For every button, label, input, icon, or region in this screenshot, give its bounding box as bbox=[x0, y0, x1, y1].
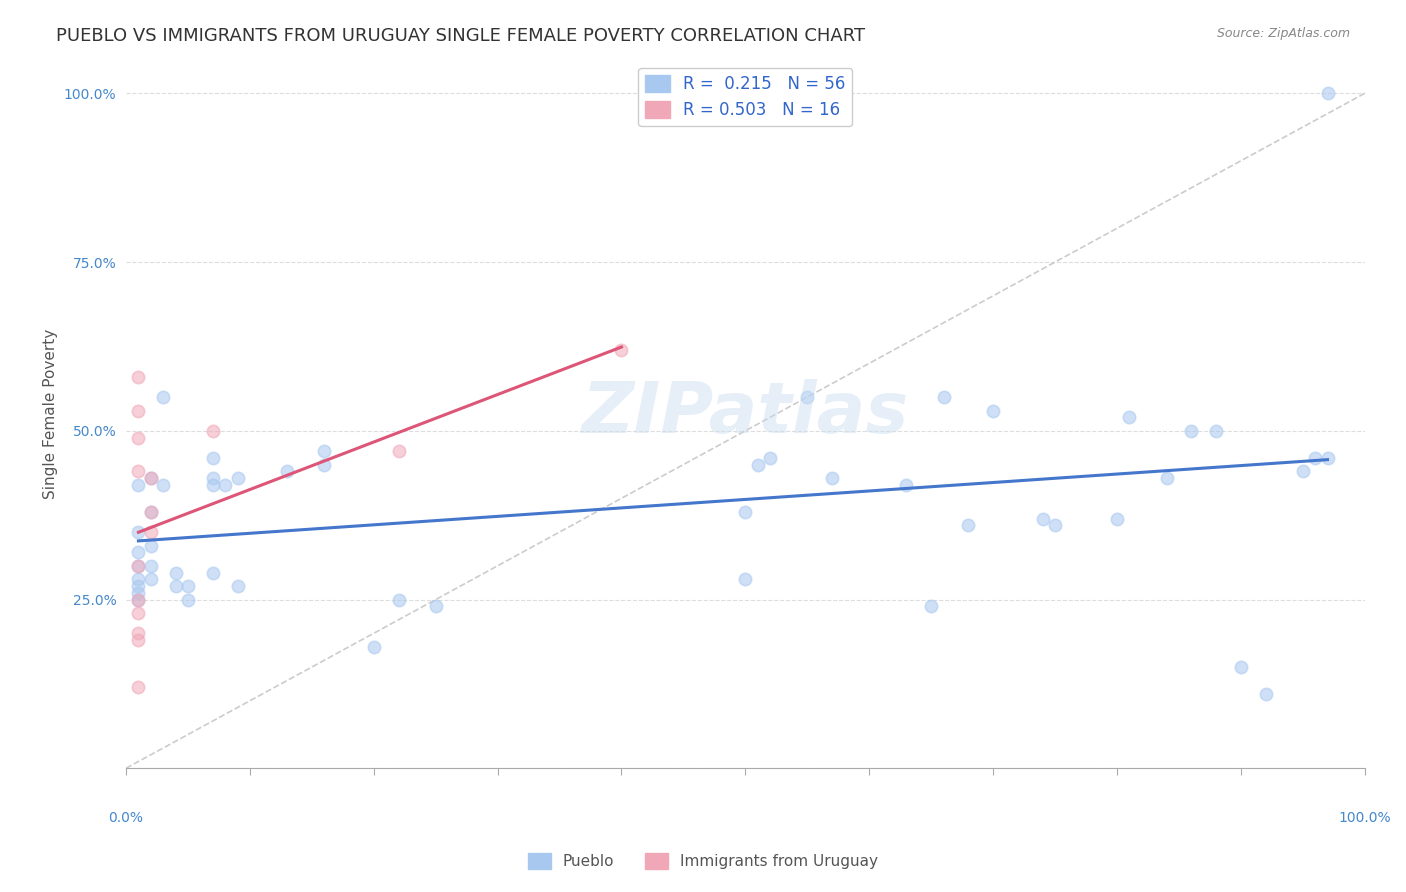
Point bbox=[201, 450, 224, 465]
Y-axis label: Single Female Poverty: Single Female Poverty bbox=[44, 329, 58, 499]
Point bbox=[1205, 424, 1227, 438]
Point bbox=[425, 599, 447, 614]
Text: PUEBLO VS IMMIGRANTS FROM URUGUAY SINGLE FEMALE POVERTY CORRELATION CHART: PUEBLO VS IMMIGRANTS FROM URUGUAY SINGLE… bbox=[56, 27, 865, 45]
Point bbox=[1043, 518, 1066, 533]
Point bbox=[821, 471, 844, 485]
Point bbox=[201, 477, 224, 491]
Legend: R =  0.215   N = 56, R = 0.503   N = 16: R = 0.215 N = 56, R = 0.503 N = 16 bbox=[638, 68, 852, 126]
Point bbox=[759, 450, 782, 465]
Point bbox=[226, 579, 249, 593]
Point bbox=[276, 464, 298, 478]
Point bbox=[201, 471, 224, 485]
Point bbox=[177, 579, 200, 593]
Point bbox=[734, 572, 756, 586]
Point bbox=[363, 640, 385, 654]
Point bbox=[920, 599, 942, 614]
Point bbox=[1230, 660, 1253, 674]
Point bbox=[387, 444, 409, 458]
Legend: Pueblo, Immigrants from Uruguay: Pueblo, Immigrants from Uruguay bbox=[522, 847, 884, 875]
Point bbox=[1316, 450, 1339, 465]
Point bbox=[127, 431, 149, 445]
Point bbox=[981, 403, 1004, 417]
Point bbox=[1180, 424, 1202, 438]
Point bbox=[734, 505, 756, 519]
Point bbox=[201, 424, 224, 438]
Text: ZIPatlas: ZIPatlas bbox=[582, 379, 910, 449]
Point bbox=[127, 592, 149, 607]
Point bbox=[1032, 511, 1054, 525]
Point bbox=[1118, 410, 1140, 425]
Point bbox=[139, 471, 162, 485]
Point bbox=[127, 464, 149, 478]
Text: 100.0%: 100.0% bbox=[1339, 811, 1391, 825]
Point bbox=[127, 558, 149, 573]
Point bbox=[1105, 511, 1128, 525]
Point bbox=[1316, 87, 1339, 101]
Point bbox=[1292, 464, 1315, 478]
Text: Source: ZipAtlas.com: Source: ZipAtlas.com bbox=[1216, 27, 1350, 40]
Point bbox=[165, 579, 187, 593]
Point bbox=[226, 471, 249, 485]
Point bbox=[177, 592, 200, 607]
Point bbox=[127, 592, 149, 607]
Point bbox=[139, 505, 162, 519]
Point bbox=[127, 369, 149, 384]
Point bbox=[127, 633, 149, 648]
Point bbox=[127, 680, 149, 694]
Point bbox=[139, 539, 162, 553]
Point bbox=[387, 592, 409, 607]
Point bbox=[139, 471, 162, 485]
Point bbox=[314, 444, 336, 458]
Point bbox=[139, 572, 162, 586]
Point bbox=[201, 566, 224, 580]
Point bbox=[139, 558, 162, 573]
Point bbox=[127, 626, 149, 640]
Point bbox=[152, 390, 174, 404]
Point bbox=[214, 477, 236, 491]
Point bbox=[747, 458, 769, 472]
Point bbox=[932, 390, 955, 404]
Point bbox=[127, 579, 149, 593]
Point bbox=[1156, 471, 1178, 485]
Point bbox=[314, 458, 336, 472]
Point bbox=[1254, 687, 1277, 701]
Point bbox=[127, 572, 149, 586]
Point bbox=[139, 505, 162, 519]
Point bbox=[796, 390, 818, 404]
Point bbox=[896, 477, 918, 491]
Point bbox=[127, 558, 149, 573]
Text: 0.0%: 0.0% bbox=[108, 811, 143, 825]
Point bbox=[610, 343, 633, 357]
Point bbox=[127, 403, 149, 417]
Point bbox=[127, 524, 149, 539]
Point bbox=[127, 545, 149, 559]
Point bbox=[1303, 450, 1326, 465]
Point bbox=[139, 524, 162, 539]
Point bbox=[127, 606, 149, 620]
Point bbox=[165, 566, 187, 580]
Point bbox=[127, 477, 149, 491]
Point bbox=[152, 477, 174, 491]
Point bbox=[127, 586, 149, 600]
Point bbox=[957, 518, 980, 533]
